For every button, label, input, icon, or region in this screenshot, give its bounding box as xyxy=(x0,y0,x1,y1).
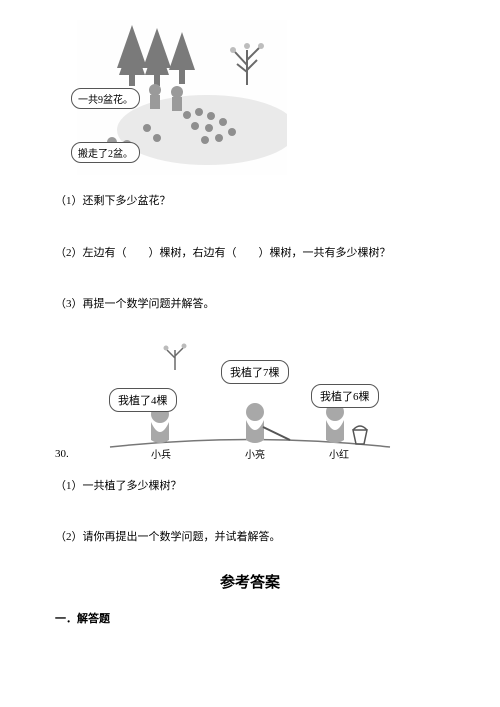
speech-bubble-removed: 搬走了2盆。 xyxy=(71,142,140,163)
question-3: （3）再提一个数学问题并解答。 xyxy=(55,296,445,314)
speech-bubble-xiaoliang: 我植了7棵 xyxy=(221,360,289,384)
name-xiaoliang: 小亮 xyxy=(245,446,265,461)
planting-illustration: 我植了4棵 我植了7棵 我植了6棵 小兵 小亮 小红 xyxy=(105,342,395,462)
question-1: （1）还剩下多少盆花？ xyxy=(55,193,445,211)
name-xiaobing: 小兵 xyxy=(151,446,171,461)
speech-bubble-xiaohong: 我植了6棵 xyxy=(311,384,379,408)
speech-bubble-xiaobing: 我植了4棵 xyxy=(109,388,177,412)
garden-illustration: 一共9盆花。 搬走了2盆。 xyxy=(77,20,287,175)
speech-bubble-total: 一共9盆花。 xyxy=(71,88,140,109)
question-30-2: （2）请你再提出一个数学问题，并试着解答。 xyxy=(55,529,445,547)
name-xiaohong: 小红 xyxy=(329,446,349,461)
section-heading: 一．解答题 xyxy=(55,610,445,626)
question-30-1: （1）一共植了多少棵树？ xyxy=(55,478,445,496)
question-2: （2）左边有（ ）棵树，右边有（ ）棵树，一共有多少棵树？ xyxy=(55,245,445,263)
answer-key-heading: 参考答案 xyxy=(55,571,445,592)
